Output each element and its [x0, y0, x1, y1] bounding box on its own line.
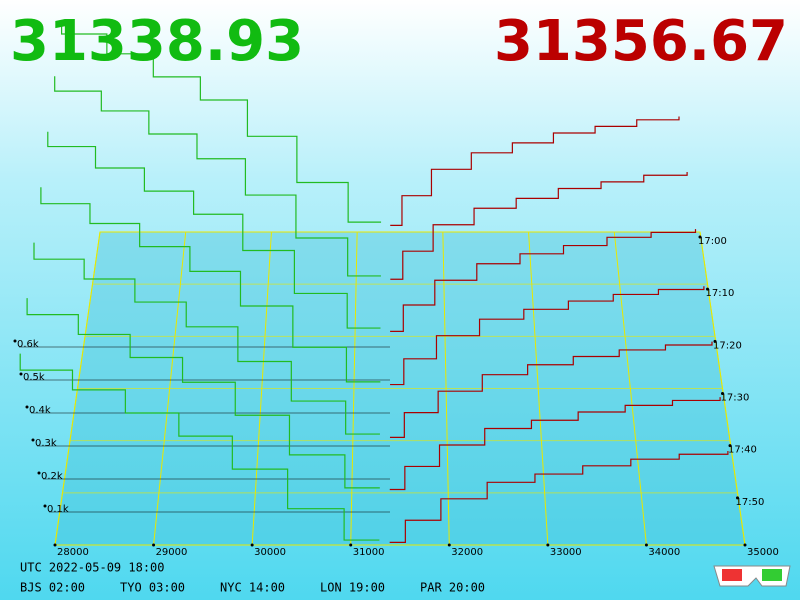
time-tick [721, 392, 724, 395]
price-tick [349, 543, 353, 547]
price-tick [447, 543, 451, 547]
time-tick [698, 235, 702, 239]
time-tick-label: 17:30 [721, 393, 750, 404]
bid-depth-line [19, 353, 380, 541]
x-tick-label: 29000 [156, 547, 188, 558]
y-tick-label: 0.6k [17, 339, 39, 350]
depth-tick [25, 405, 29, 409]
depth-tick [13, 339, 17, 343]
price-tick [644, 543, 648, 547]
x-tick-label: 33000 [550, 547, 582, 558]
depth-tick [37, 471, 41, 475]
price-tick [250, 543, 254, 547]
y-tick-label: 0.2k [41, 471, 63, 482]
y-tick-label: 0.5k [23, 372, 45, 383]
time-tick-label: 17:50 [736, 497, 765, 508]
depth-tick [31, 438, 35, 442]
ask-depth-line [390, 116, 680, 226]
ask-price: 31356.67 [494, 9, 788, 74]
bid-depth-line [33, 242, 380, 435]
glasses [713, 565, 791, 587]
depth-tick [19, 372, 23, 376]
bid-price: 31338.93 [10, 9, 304, 74]
timezone-label: TYO 03:00 [120, 581, 185, 595]
time-tick-label: 17:10 [706, 288, 735, 299]
time-tick-label: 17:00 [698, 236, 727, 247]
y-tick-label: 0.3k [35, 438, 57, 449]
ask-depth-line [390, 286, 705, 386]
bid-depth-line [26, 298, 380, 489]
x-tick-label: 34000 [648, 547, 680, 558]
time-tick [713, 339, 717, 343]
depth-tick [43, 504, 47, 508]
price-tick [743, 543, 747, 547]
price-tick [53, 543, 57, 547]
price-tick [152, 543, 156, 547]
time-tick-label: 17:20 [713, 340, 742, 351]
time-tick [728, 444, 732, 448]
x-tick-label: 30000 [254, 547, 286, 558]
y-tick-label: 0.1k [47, 504, 69, 515]
timestamp: UTC 2022-05-09 18:00 [20, 561, 165, 575]
ask-depth-line [390, 229, 697, 332]
time-tick-label: 17:40 [728, 445, 757, 456]
x-tick-label: 28000 [57, 547, 89, 558]
ask-depth-line [390, 171, 688, 280]
timezone-label: PAR 20:00 [420, 581, 485, 595]
price-tick [546, 543, 550, 547]
ask-depth-line [389, 341, 713, 438]
bid-depth-line [40, 187, 381, 383]
time-tick [736, 496, 739, 500]
ask-depth-line [389, 397, 721, 491]
timezone-label: NYC 14:00 [220, 581, 285, 595]
ask-depth-line [389, 450, 729, 543]
timezone-label: LON 19:00 [320, 581, 385, 595]
y-tick-label: 0.4k [29, 405, 51, 416]
bid-depth-line [47, 131, 381, 329]
x-tick-label: 32000 [451, 547, 483, 558]
x-tick-label: 35000 [747, 547, 779, 558]
bid-depth-line [54, 76, 381, 277]
bid-depth-line [60, 20, 382, 223]
timezone-label: BJS 02:00 [20, 581, 85, 595]
x-tick-label: 31000 [353, 547, 385, 558]
time-tick [706, 287, 709, 291]
